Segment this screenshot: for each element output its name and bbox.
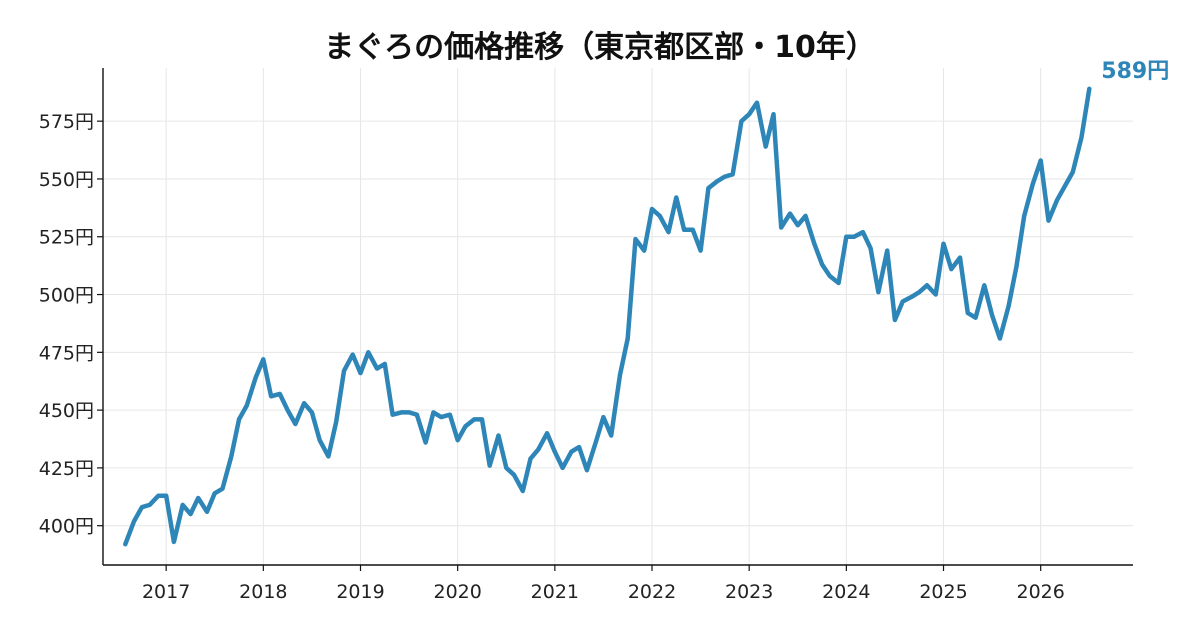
y-tick-label: 400円 xyxy=(39,516,94,538)
x-tick-label: 2019 xyxy=(336,581,384,603)
price-series-line xyxy=(123,86,1092,547)
y-tick-label: 500円 xyxy=(39,285,94,307)
end-value-label: 589円 xyxy=(1101,59,1169,84)
x-tick-label: 2017 xyxy=(142,581,190,603)
x-tick-label: 2020 xyxy=(433,581,481,603)
y-tick-label: 425円 xyxy=(39,458,94,480)
x-tick-label: 2021 xyxy=(531,581,579,603)
x-tick-label: 2022 xyxy=(628,581,676,603)
x-tick-label: 2026 xyxy=(1017,581,1065,603)
y-tick-label: 450円 xyxy=(39,400,94,422)
y-tick-label: 575円 xyxy=(39,111,94,133)
chart-title: まぐろの価格推移（東京都区部・10年） xyxy=(324,30,876,65)
x-tick-label: 2024 xyxy=(822,581,870,603)
x-tick-label: 2023 xyxy=(725,581,773,603)
grid xyxy=(103,68,1133,565)
y-tick-label: 475円 xyxy=(39,342,94,364)
y-tick-label: 550円 xyxy=(39,169,94,191)
y-tick-label: 525円 xyxy=(39,227,94,249)
x-tick-label: 2018 xyxy=(239,581,287,603)
x-tick-label: 2025 xyxy=(919,581,967,603)
